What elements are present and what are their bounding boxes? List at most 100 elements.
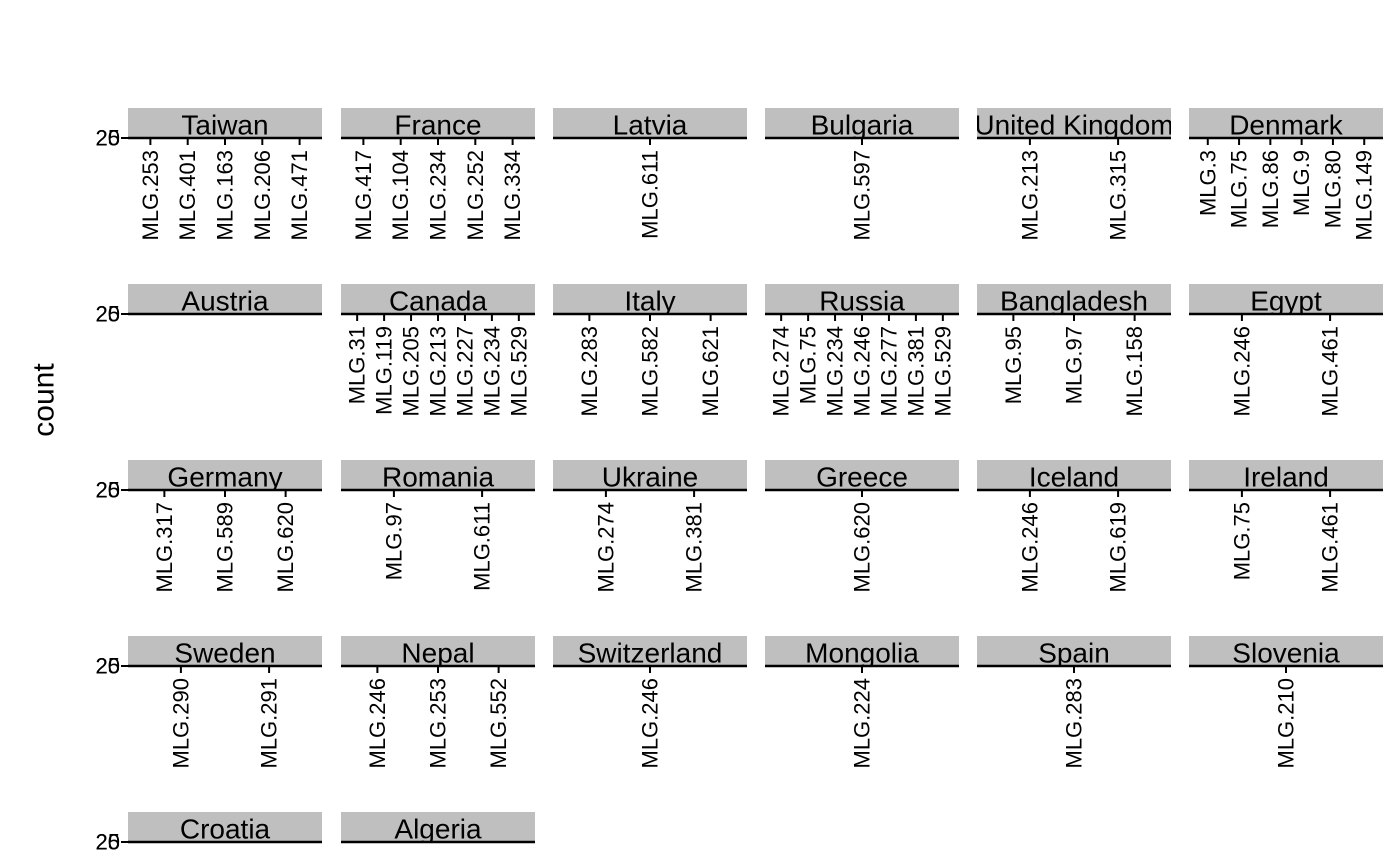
- strip-text: Ireland: [1243, 462, 1329, 493]
- x-tick-label: MLG.86: [1258, 150, 1283, 228]
- x-tick-label: MLG.9: [1289, 150, 1314, 216]
- x-tick-label: MLG.205: [399, 326, 424, 417]
- x-tick-label: MLG.620: [850, 502, 875, 593]
- strip-text: Mongolia: [805, 638, 919, 669]
- strip-text: Iceland: [1029, 462, 1119, 493]
- strip-text: Ukraine: [602, 462, 698, 493]
- x-tick-label: MLG.621: [698, 326, 723, 417]
- strip-text: Bulgaria: [811, 110, 914, 141]
- strip-text: Romania: [382, 462, 494, 493]
- x-tick-label: MLG.246: [1017, 502, 1042, 593]
- strip-background: [128, 460, 322, 490]
- strip-background: [128, 108, 322, 138]
- x-tick-label: MLG.213: [1017, 150, 1042, 241]
- strip-background: [341, 108, 535, 138]
- x-tick-label: MLG.75: [1229, 502, 1254, 580]
- strip-text: Switzerland: [578, 638, 723, 669]
- x-tick-label: MLG.381: [682, 502, 707, 593]
- strip-text: Spain: [1038, 638, 1110, 669]
- strip-text: Germany: [167, 462, 282, 493]
- x-tick-label: MLG.529: [506, 326, 531, 417]
- strip-background: [977, 636, 1171, 666]
- x-tick-label: MLG.246: [1229, 326, 1254, 417]
- x-tick-label: MLG.283: [1062, 678, 1087, 769]
- x-tick-label: MLG.274: [769, 326, 794, 417]
- x-tick-label: MLG.253: [426, 678, 451, 769]
- strip-text: Greece: [816, 462, 908, 493]
- x-tick-label: MLG.529: [930, 326, 955, 417]
- x-tick-label: MLG.75: [1227, 150, 1252, 228]
- strip-background: [1189, 460, 1383, 490]
- y-tick-label: 25: [96, 654, 120, 679]
- x-tick-label: MLG.334: [500, 150, 525, 241]
- strip-text: Canada: [389, 286, 488, 317]
- x-tick-label: MLG.315: [1106, 150, 1131, 241]
- strip-text: Egypt: [1250, 286, 1322, 317]
- x-tick-label: MLG.552: [486, 678, 511, 769]
- strip-background: [553, 284, 747, 314]
- x-tick-label: MLG.471: [287, 150, 312, 241]
- strip-text: Italy: [624, 286, 675, 317]
- x-tick-label: MLG.210: [1274, 678, 1299, 769]
- x-tick-label: MLG.227: [452, 326, 477, 417]
- strip-background: [1189, 108, 1383, 138]
- x-tick-label: MLG.417: [351, 150, 376, 241]
- strip-text: Denmark: [1229, 110, 1344, 141]
- x-tick-label: MLG.283: [577, 326, 602, 417]
- strip-background: [765, 460, 959, 490]
- x-tick-label: MLG.277: [876, 326, 901, 417]
- strip-text: Algeria: [394, 814, 482, 845]
- strip-background: [765, 284, 959, 314]
- strip-text: United Kingdom: [974, 110, 1173, 141]
- strip-text: Latvia: [613, 110, 688, 141]
- x-tick-label: MLG.246: [850, 326, 875, 417]
- x-tick-label: MLG.291: [257, 678, 282, 769]
- x-tick-label: MLG.163: [213, 150, 238, 241]
- strip-text: Austria: [181, 286, 269, 317]
- x-tick-label: MLG.381: [903, 326, 928, 417]
- strip-background: [341, 812, 535, 842]
- y-tick-label: 20: [96, 478, 120, 503]
- strip-text: Nepal: [401, 638, 474, 669]
- x-tick-label: MLG.246: [365, 678, 390, 769]
- strip-background: [977, 284, 1171, 314]
- x-tick-label: MLG.290: [168, 678, 193, 769]
- y-tick-label: 20: [96, 302, 120, 327]
- x-tick-label: MLG.104: [388, 150, 413, 241]
- x-tick-label: MLG.234: [426, 150, 451, 241]
- strip-text: Sweden: [174, 638, 275, 669]
- strip-background: [765, 108, 959, 138]
- x-tick-label: MLG.97: [1062, 326, 1087, 404]
- x-tick-label: MLG.158: [1122, 326, 1147, 417]
- x-tick-label: MLG.149: [1352, 150, 1377, 241]
- x-tick-label: MLG.234: [479, 326, 504, 417]
- y-tick-label: 25: [96, 126, 120, 151]
- y-tick-label: 25: [96, 830, 120, 855]
- y-tick-label: 25: [96, 478, 120, 503]
- y-tick-label: 20: [96, 654, 120, 679]
- strip-background: [128, 636, 322, 666]
- strip-background: [128, 284, 322, 314]
- strip-background: [765, 636, 959, 666]
- x-tick-label: MLG.461: [1318, 326, 1343, 417]
- x-tick-label: MLG.252: [463, 150, 488, 241]
- strip-background: [553, 460, 747, 490]
- strip-background: [341, 636, 535, 666]
- strip-background: [1189, 284, 1383, 314]
- x-tick-label: MLG.119: [372, 326, 397, 415]
- x-tick-label: MLG.3: [1195, 150, 1220, 216]
- y-tick-label: 20: [96, 126, 120, 151]
- x-tick-label: MLG.234: [823, 326, 848, 417]
- strip-text: Taiwan: [181, 110, 268, 141]
- x-tick-label: MLG.619: [1106, 502, 1131, 593]
- x-tick-label: MLG.213: [426, 326, 451, 417]
- y-tick-label: 25: [96, 302, 120, 327]
- strip-text: Slovenia: [1232, 638, 1340, 669]
- x-tick-label: MLG.620: [273, 502, 298, 593]
- x-tick-label: MLG.461: [1318, 502, 1343, 593]
- x-tick-label: MLG.582: [638, 326, 663, 417]
- x-tick-label: MLG.97: [381, 502, 406, 580]
- strip-background: [341, 284, 535, 314]
- strip-background: [553, 636, 747, 666]
